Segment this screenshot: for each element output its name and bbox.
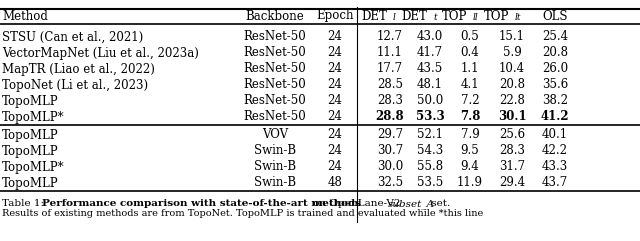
Text: 20.8: 20.8	[499, 79, 525, 92]
Text: 41.7: 41.7	[417, 47, 443, 60]
Text: 9.5: 9.5	[461, 145, 479, 158]
Text: 29.4: 29.4	[499, 176, 525, 189]
Text: ResNet-50: ResNet-50	[244, 94, 307, 107]
Text: lt: lt	[515, 13, 522, 22]
Text: 12.7: 12.7	[377, 31, 403, 43]
Text: 20.8: 20.8	[542, 47, 568, 60]
Text: Epoch: Epoch	[316, 9, 354, 22]
Text: 15.1: 15.1	[499, 31, 525, 43]
Text: on OpenLane-V2: on OpenLane-V2	[310, 199, 404, 208]
Text: DET: DET	[401, 9, 427, 22]
Text: 25.6: 25.6	[499, 128, 525, 141]
Text: ResNet-50: ResNet-50	[244, 111, 307, 123]
Text: 7.2: 7.2	[461, 94, 479, 107]
Text: VectorMapNet (Liu et al., 2023a): VectorMapNet (Liu et al., 2023a)	[2, 47, 199, 60]
Text: 31.7: 31.7	[499, 161, 525, 174]
Text: 29.7: 29.7	[377, 128, 403, 141]
Text: 24: 24	[328, 31, 342, 43]
Text: 7.9: 7.9	[461, 128, 479, 141]
Text: 35.6: 35.6	[542, 79, 568, 92]
Text: 42.2: 42.2	[542, 145, 568, 158]
Text: TopoMLP: TopoMLP	[2, 145, 59, 158]
Text: 48.1: 48.1	[417, 79, 443, 92]
Text: 10.4: 10.4	[499, 62, 525, 75]
Text: TOP: TOP	[442, 9, 467, 22]
Text: 53.5: 53.5	[417, 176, 443, 189]
Text: 32.5: 32.5	[377, 176, 403, 189]
Text: ResNet-50: ResNet-50	[244, 31, 307, 43]
Text: TopoNet (Li et al., 2023): TopoNet (Li et al., 2023)	[2, 79, 148, 92]
Text: 7.8: 7.8	[460, 111, 480, 123]
Text: Backbone: Backbone	[246, 9, 305, 22]
Text: 11.1: 11.1	[377, 47, 403, 60]
Text: Swin-B: Swin-B	[254, 176, 296, 189]
Text: subset_A: subset_A	[388, 199, 435, 209]
Text: VOV: VOV	[262, 128, 288, 141]
Text: Swin-B: Swin-B	[254, 161, 296, 174]
Text: 24: 24	[328, 145, 342, 158]
Text: 43.7: 43.7	[542, 176, 568, 189]
Text: OLS: OLS	[542, 9, 568, 22]
Text: TopoMLP*: TopoMLP*	[2, 111, 65, 123]
Text: 41.2: 41.2	[541, 111, 570, 123]
Text: 24: 24	[328, 47, 342, 60]
Text: MapTR (Liao et al., 2022): MapTR (Liao et al., 2022)	[2, 62, 155, 75]
Text: 38.2: 38.2	[542, 94, 568, 107]
Text: TOP: TOP	[484, 9, 509, 22]
Text: 43.5: 43.5	[417, 62, 443, 75]
Text: 28.8: 28.8	[376, 111, 404, 123]
Text: 17.7: 17.7	[377, 62, 403, 75]
Text: Results of existing methods are from TopoNet. TopoMLP is trained and evaluated w: Results of existing methods are from Top…	[2, 209, 483, 218]
Text: 24: 24	[328, 161, 342, 174]
Text: 9.4: 9.4	[461, 161, 479, 174]
Text: TopoMLP*: TopoMLP*	[2, 161, 65, 174]
Text: 30.0: 30.0	[377, 161, 403, 174]
Text: 25.4: 25.4	[542, 31, 568, 43]
Text: 11.9: 11.9	[457, 176, 483, 189]
Text: Table 1:: Table 1:	[2, 199, 47, 208]
Text: 28.5: 28.5	[377, 79, 403, 92]
Text: t: t	[433, 13, 436, 22]
Text: set.: set.	[428, 199, 451, 208]
Text: 28.3: 28.3	[499, 145, 525, 158]
Text: STSU (Can et al., 2021): STSU (Can et al., 2021)	[2, 31, 143, 43]
Text: TopoMLP: TopoMLP	[2, 128, 59, 141]
Text: ResNet-50: ResNet-50	[244, 79, 307, 92]
Text: 50.0: 50.0	[417, 94, 443, 107]
Text: 52.1: 52.1	[417, 128, 443, 141]
Text: 48: 48	[328, 176, 342, 189]
Text: 5.9: 5.9	[502, 47, 522, 60]
Text: 54.3: 54.3	[417, 145, 443, 158]
Text: ResNet-50: ResNet-50	[244, 62, 307, 75]
Text: 24: 24	[328, 128, 342, 141]
Text: 30.1: 30.1	[498, 111, 526, 123]
Text: 0.5: 0.5	[461, 31, 479, 43]
Text: ResNet-50: ResNet-50	[244, 47, 307, 60]
Text: TopoMLP: TopoMLP	[2, 94, 59, 107]
Text: 24: 24	[328, 111, 342, 123]
Text: l: l	[393, 13, 396, 22]
Text: 24: 24	[328, 79, 342, 92]
Text: 43.3: 43.3	[542, 161, 568, 174]
Text: 28.3: 28.3	[377, 94, 403, 107]
Text: 22.8: 22.8	[499, 94, 525, 107]
Text: 4.1: 4.1	[461, 79, 479, 92]
Text: 26.0: 26.0	[542, 62, 568, 75]
Text: 1.1: 1.1	[461, 62, 479, 75]
Text: 40.1: 40.1	[542, 128, 568, 141]
Text: ll: ll	[473, 13, 479, 22]
Text: 24: 24	[328, 62, 342, 75]
Text: 43.0: 43.0	[417, 31, 443, 43]
Text: Swin-B: Swin-B	[254, 145, 296, 158]
Text: Method: Method	[2, 9, 48, 22]
Text: 24: 24	[328, 94, 342, 107]
Text: Performance comparison with state-of-the-art methods: Performance comparison with state-of-the…	[42, 199, 361, 208]
Text: 55.8: 55.8	[417, 161, 443, 174]
Text: 30.7: 30.7	[377, 145, 403, 158]
Text: 0.4: 0.4	[461, 47, 479, 60]
Text: 53.3: 53.3	[415, 111, 444, 123]
Text: DET: DET	[361, 9, 387, 22]
Text: TopoMLP: TopoMLP	[2, 176, 59, 189]
